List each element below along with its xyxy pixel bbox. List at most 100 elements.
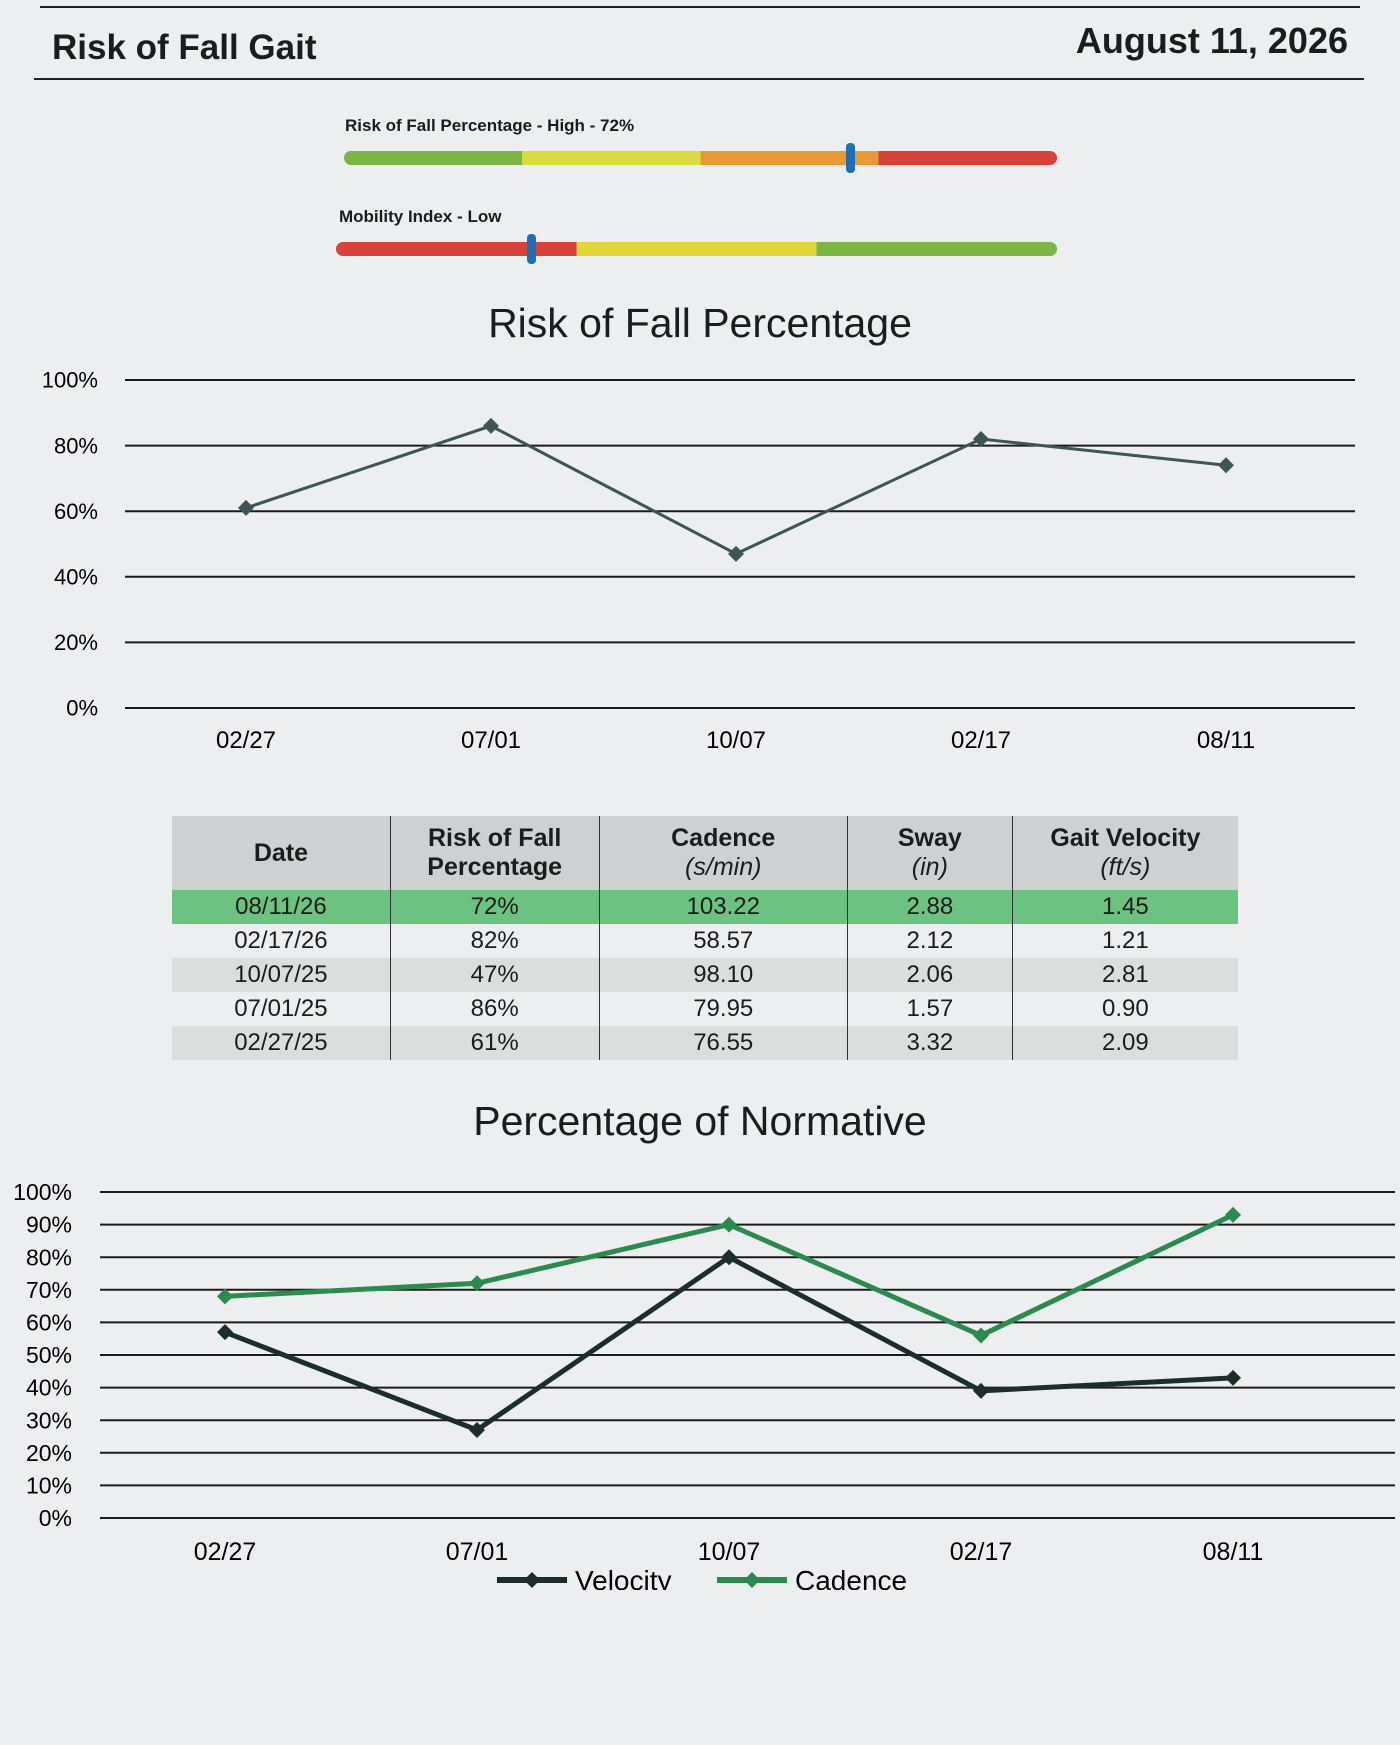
y-tick-label: 60% — [26, 1309, 72, 1335]
table-header-cell: Risk of Fall Percentage — [389, 816, 600, 890]
velocity-series-line — [224, 1254, 1234, 1433]
table-cell: 86% — [389, 992, 600, 1026]
risk-gauge-marker — [846, 143, 856, 173]
data-point-marker — [973, 1327, 989, 1344]
y-tick-label: 90% — [26, 1212, 72, 1238]
y-tick-label: 80% — [54, 433, 98, 458]
table-cell: 61% — [389, 1026, 600, 1060]
y-tick-label: 100% — [13, 1179, 72, 1205]
report-date: August 11, 2026 — [1075, 20, 1348, 61]
data-point-marker — [1225, 1206, 1241, 1223]
mobility-gauge-label: Mobility Index - Low — [339, 207, 502, 226]
data-point-marker — [1218, 457, 1234, 474]
table-row: 02/17/26 82% 58.57 2.12 1.21 — [172, 924, 1238, 958]
table-cell: 76.55 — [598, 1026, 848, 1060]
table-cell: 2.09 — [1011, 1026, 1238, 1060]
x-tick-label: 07/01 — [461, 727, 521, 754]
table-cell: 47% — [389, 958, 600, 992]
report-title: Risk of Fall Gait — [52, 28, 317, 67]
table-header-label: Sway — [897, 824, 962, 852]
y-tick-label: 30% — [26, 1407, 72, 1433]
y-tick-label: 20% — [54, 630, 98, 655]
table-row: 07/01/25 86% 79.95 1.57 0.90 — [172, 992, 1238, 1026]
table-cell: 79.95 — [598, 992, 848, 1026]
table-cell: 82% — [389, 924, 600, 958]
table-cell: 2.81 — [1011, 958, 1238, 992]
data-point-marker — [217, 1288, 233, 1305]
x-tick-label: 10/07 — [698, 1538, 761, 1566]
y-tick-label: 100% — [42, 368, 98, 393]
y-tick-label: 0% — [66, 696, 98, 721]
x-tick-label: 02/27 — [216, 727, 276, 754]
table-cell: 2.06 — [846, 958, 1013, 992]
table-cell: 1.57 — [846, 992, 1013, 1026]
table-header-unit: (s/min) — [685, 853, 762, 881]
legend-marker — [744, 1572, 760, 1588]
x-tick-label: 08/11 — [1203, 1538, 1264, 1566]
data-point-marker — [483, 417, 499, 434]
x-tick-label: 02/17 — [951, 727, 1011, 754]
table-header-cell: Date — [172, 816, 391, 890]
x-tick-label: 02/17 — [950, 1538, 1013, 1566]
table-cell: 2.88 — [846, 890, 1013, 924]
y-tick-label: 10% — [26, 1472, 72, 1498]
data-point-marker — [973, 431, 989, 448]
data-point-marker — [238, 499, 254, 516]
data-point-marker — [973, 1382, 989, 1399]
risk-chart-title: Risk of Fall Percentage — [488, 300, 912, 346]
table-cell: 10/07/25 — [172, 958, 391, 992]
table-header-label: Gait Velocity — [1050, 824, 1201, 852]
table-cell: 98.10 — [598, 958, 848, 992]
legend-label: Cadence — [795, 1565, 907, 1590]
risk-of-fall-chart: 0% 20% 40% 60% 80% 100% 02/27 07/01 10/07 02/17 08… — [42, 368, 1355, 754]
data-point-marker — [469, 1421, 485, 1438]
data-point-marker — [721, 1216, 737, 1233]
cadence-series-line — [224, 1212, 1235, 1339]
y-tick-label: 80% — [26, 1244, 72, 1270]
table-cell: 07/01/25 — [172, 992, 391, 1026]
y-tick-label: 40% — [26, 1375, 72, 1401]
table-cell: 0.90 — [1011, 992, 1238, 1026]
y-tick-label: 50% — [26, 1342, 72, 1368]
table-row: 10/07/25 47% 98.10 2.06 2.81 — [172, 958, 1238, 992]
data-point-marker — [469, 1275, 485, 1292]
normative-chart-title: Percentage of Normative — [473, 1098, 927, 1144]
table-cell: 1.21 — [1011, 924, 1238, 958]
data-point-marker — [721, 1249, 737, 1266]
mobility-gauge-marker — [526, 234, 536, 264]
y-tick-label: 20% — [26, 1440, 72, 1466]
table-cell: 02/27/25 — [172, 1026, 391, 1060]
normative-chart: 0% 10% 20% 30% 40% 50% 60% 70% 80% 90% 100% 02/27 07… — [13, 1179, 1395, 1590]
table-row: 02/27/25 61% 76.55 3.32 2.09 — [172, 1026, 1238, 1060]
risk-gauge-bar — [344, 151, 1057, 165]
x-tick-label: 08/11 — [1197, 727, 1255, 754]
table-header-row: Date Risk of Fall Percentage Cadence (s/min… — [172, 816, 1238, 890]
table-header-cell: Sway (in) — [846, 816, 1013, 890]
table-header-unit: (ft/s) — [1100, 853, 1151, 881]
y-tick-label: 40% — [54, 565, 98, 590]
x-tick-label: 02/27 — [194, 1538, 257, 1566]
table-header-cell: Gait Velocity (ft/s) — [1011, 816, 1238, 890]
data-point-marker — [217, 1324, 233, 1341]
data-point-marker — [1225, 1369, 1241, 1386]
table-body: 08/11/26 72% 103.22 2.88 1.45 02/17/26 82% 58.5… — [172, 890, 1238, 1060]
table-header-label: Date — [253, 838, 309, 867]
table-cell: 3.32 — [846, 1026, 1013, 1060]
header-divider — [34, 78, 1364, 80]
y-tick-label: 60% — [54, 499, 98, 524]
table-cell: 72% — [389, 890, 600, 924]
risk-gauge-label: Risk of Fall Percentage - High - 72% — [345, 116, 635, 135]
legend-label: Velocity — [575, 1565, 672, 1590]
x-tick-label: 07/01 — [446, 1538, 509, 1566]
table-cell: 103.22 — [598, 890, 848, 924]
table-cell: 08/11/26 — [172, 890, 391, 924]
y-tick-label: 0% — [39, 1505, 72, 1531]
mobility-gauge-bar — [336, 242, 1057, 256]
table-row: 08/11/26 72% 103.22 2.88 1.45 — [172, 890, 1238, 924]
x-tick-label: 10/07 — [706, 727, 766, 754]
top-rule — [40, 6, 1360, 8]
table-cell: 58.57 — [598, 924, 848, 958]
data-point-marker — [728, 545, 744, 562]
table-cell: 1.45 — [1011, 890, 1238, 924]
